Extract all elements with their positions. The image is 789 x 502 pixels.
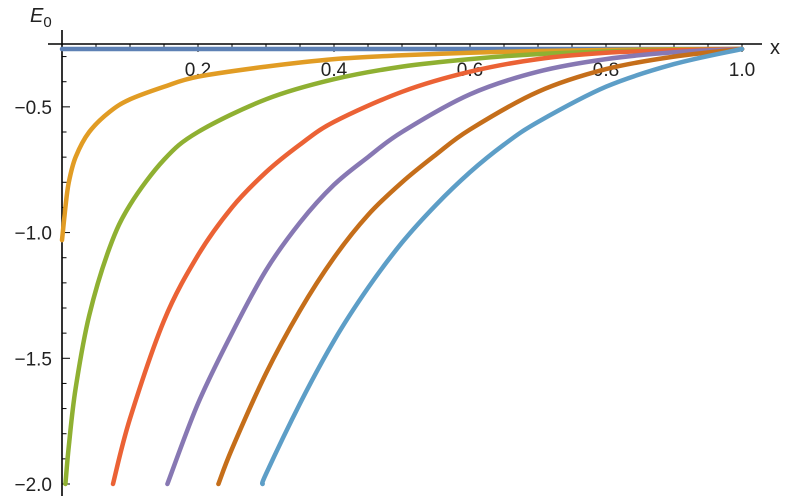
y-tick-label: −1.5	[14, 349, 52, 370]
y-tick-label: −2.0	[14, 475, 52, 496]
series-line-6	[216, 46, 745, 487]
axes	[48, 30, 762, 496]
x-tick-label: 1.0	[729, 60, 755, 81]
y-tick-label: −1.0	[14, 224, 52, 245]
y-axis-label-subscript: 0	[43, 14, 51, 31]
series-line-4	[110, 46, 745, 487]
series-line-2	[59, 46, 745, 243]
ticks: 0.2 0.4 0.6 0.8 1.0−0.5−1.0−1.5−2.0	[14, 44, 755, 496]
series-line-3	[63, 46, 745, 487]
x-axis-label: x	[770, 37, 780, 59]
series-line-7	[259, 46, 745, 487]
y-axis-label-main: E	[30, 5, 44, 27]
curves	[59, 46, 745, 487]
series-line-5	[165, 46, 745, 487]
y-tick-label: −0.5	[14, 98, 52, 119]
y-axis-label: E0	[30, 5, 52, 31]
